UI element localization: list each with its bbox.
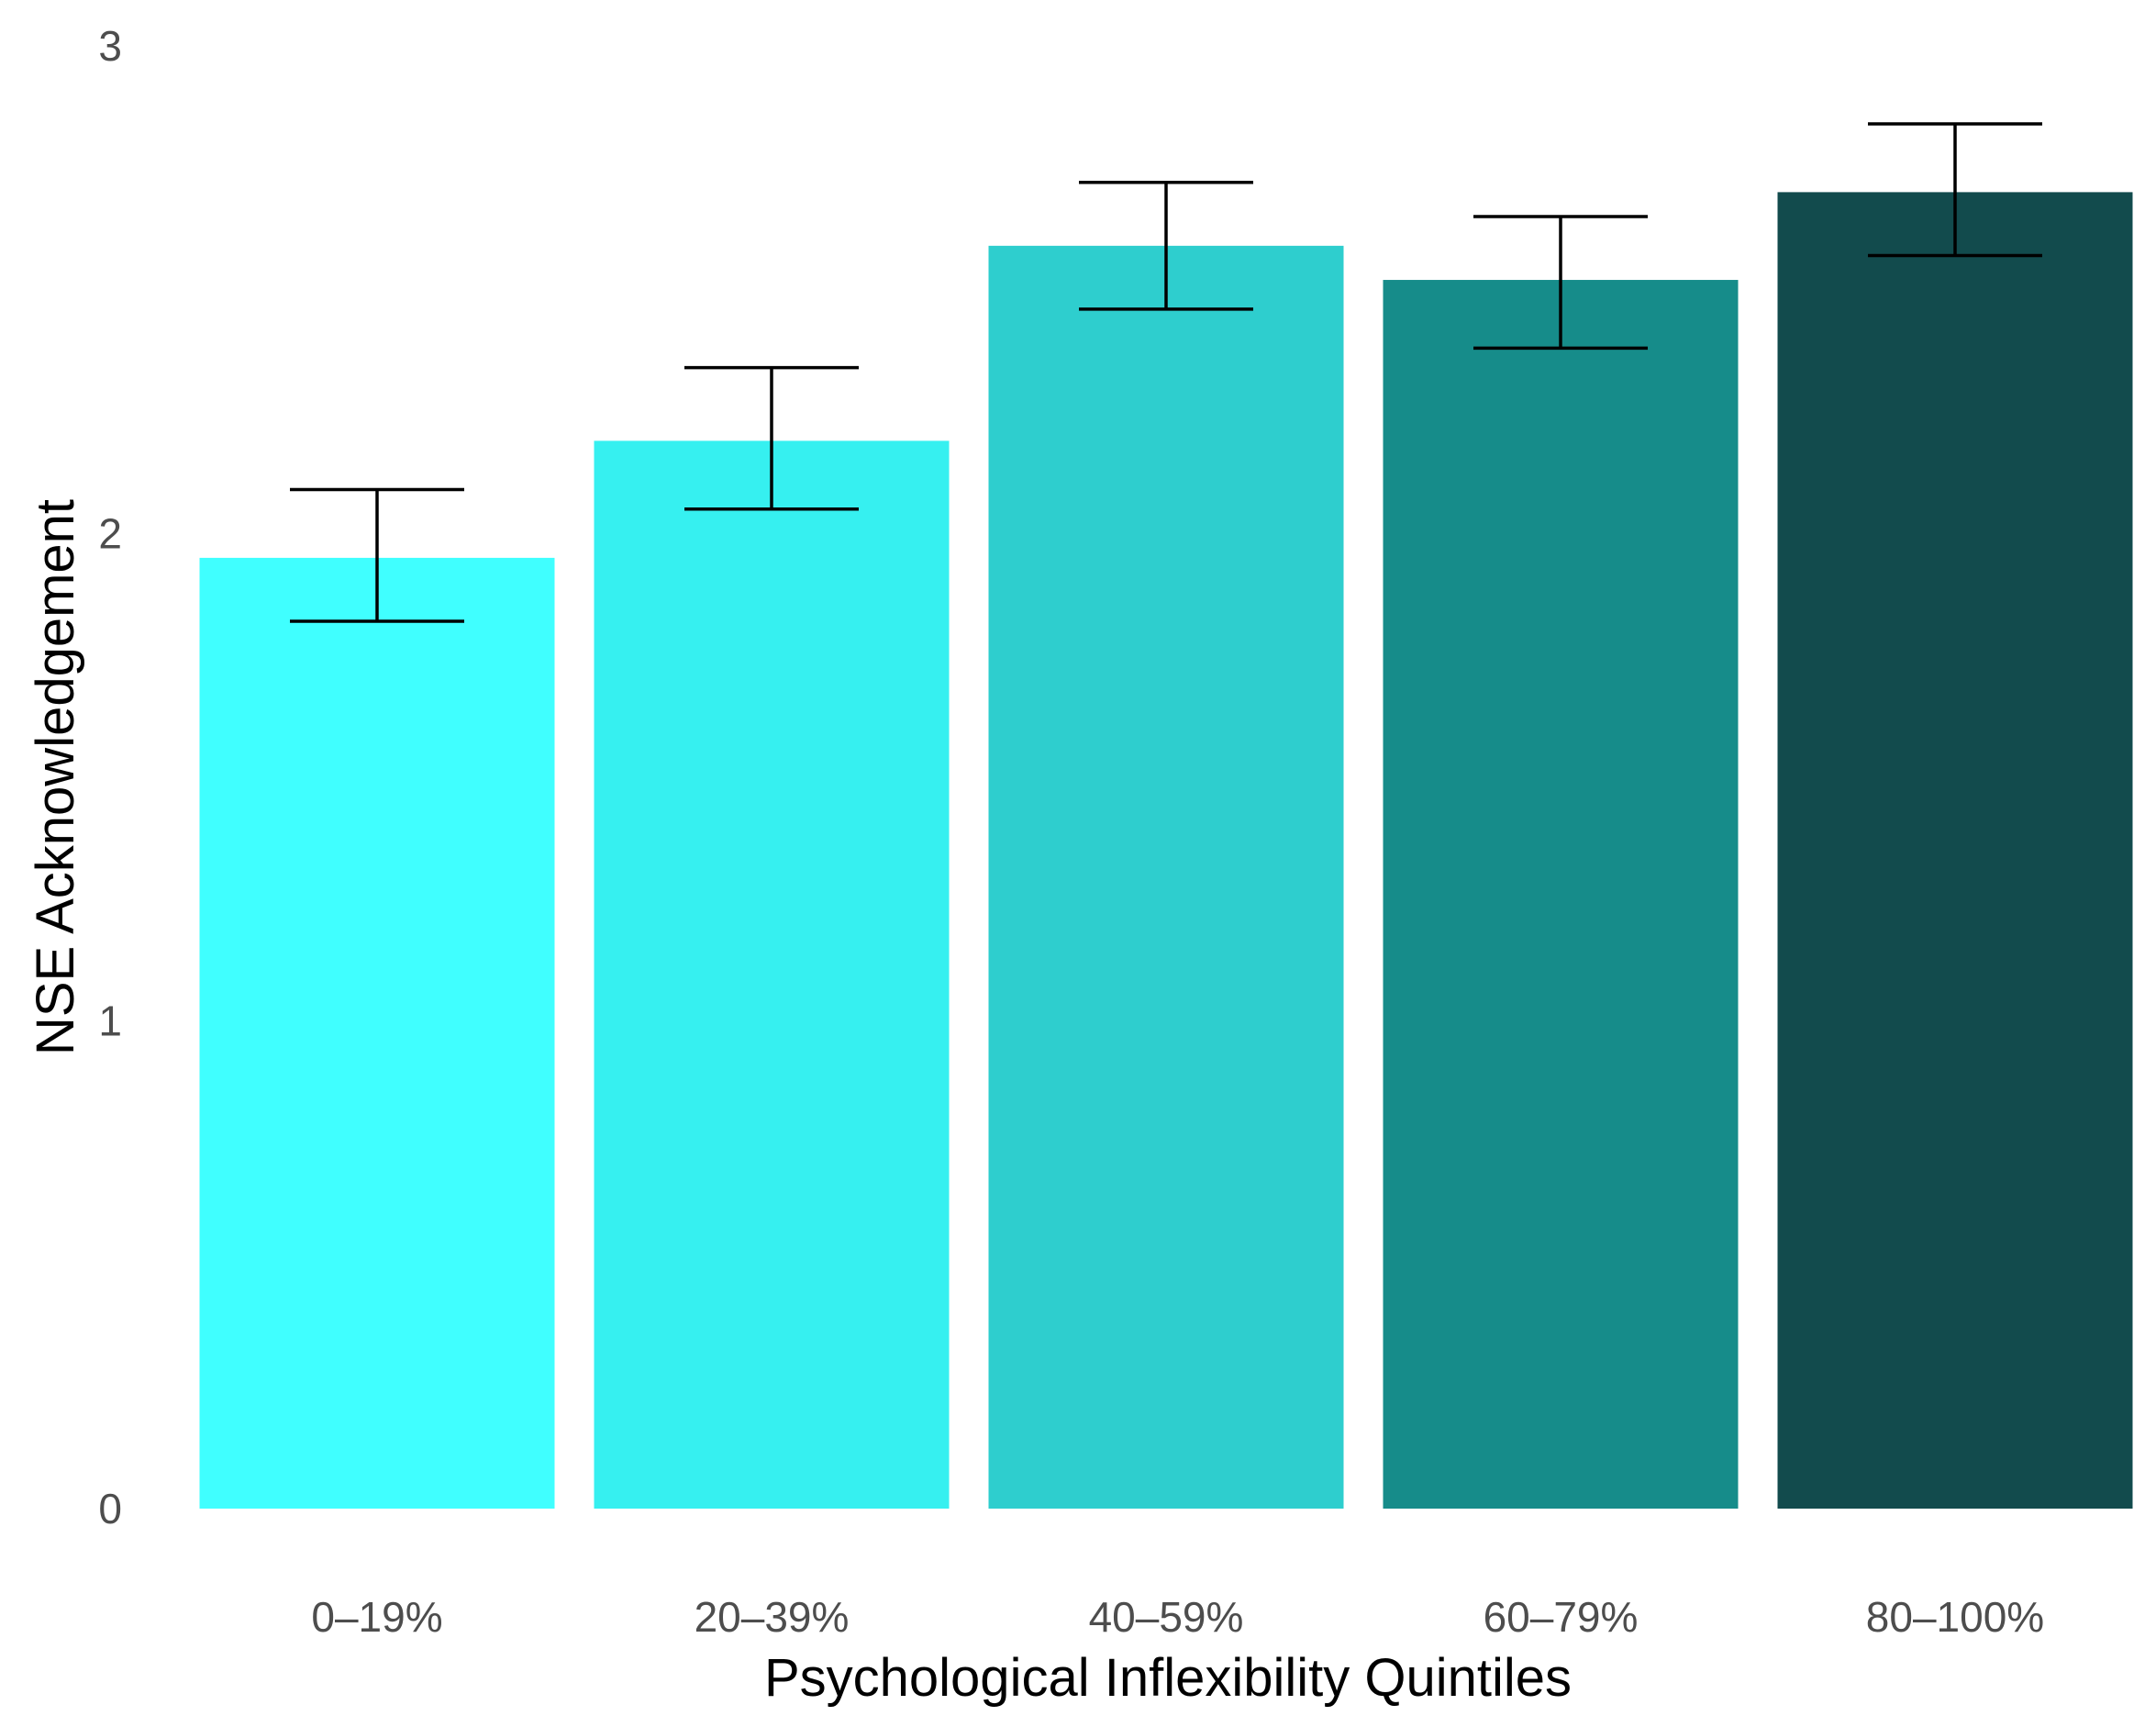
- y-tick-label: 3: [98, 22, 122, 70]
- bar: [1777, 192, 2133, 1509]
- bar: [199, 557, 555, 1509]
- y-tick-label: 0: [98, 1485, 122, 1532]
- error-bar: [1868, 122, 2042, 258]
- y-axis-title: NSE Acknowledgement: [26, 499, 85, 1055]
- x-axis-title: Psychological Inflexibility Quintiles: [764, 1648, 1572, 1708]
- error-bar: [1473, 215, 1648, 351]
- x-axis-ticks: 0‒19% 20‒39% 40‒59% 60‒79% 80‒100%: [311, 1593, 2044, 1641]
- bar: [594, 440, 950, 1509]
- error-bar: [1079, 181, 1253, 311]
- x-tick-label: 80‒100%: [1866, 1593, 2044, 1641]
- bar: [988, 245, 1344, 1509]
- y-tick-label: 1: [98, 997, 122, 1045]
- x-tick-label: 20‒39%: [695, 1593, 850, 1641]
- y-tick-label: 2: [98, 509, 122, 557]
- bar: [1383, 280, 1739, 1509]
- x-tick-label: 0‒19%: [311, 1593, 442, 1641]
- bars: [199, 192, 2133, 1509]
- error-bar: [684, 365, 859, 511]
- error-bars: [290, 122, 2042, 623]
- error-bar: [290, 487, 464, 623]
- y-axis-ticks: 0 1 2 3: [98, 22, 122, 1532]
- x-tick-label: 60‒79%: [1484, 1593, 1639, 1641]
- x-tick-label: 40‒59%: [1089, 1593, 1244, 1641]
